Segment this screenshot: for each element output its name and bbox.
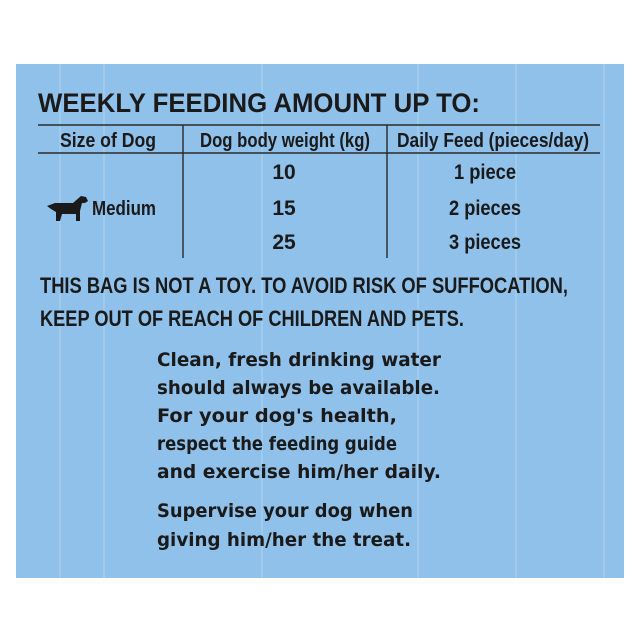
- supervise-line: Supervise your dog when: [157, 500, 413, 522]
- header-cell: Daily Feed (pieces/day): [397, 130, 589, 152]
- weight-cell: 15: [272, 197, 296, 220]
- warning-line: THIS BAG IS NOT A TOY. TO AVOID RISK OF …: [40, 273, 568, 298]
- weight-cell: 25: [272, 231, 296, 254]
- feed-cell: 3 pieces: [449, 231, 521, 254]
- feed-cell: 1 piece: [454, 161, 516, 184]
- panel: [16, 64, 624, 578]
- table-rules: [38, 124, 600, 258]
- header-cell: Dog body weight (kg): [200, 130, 370, 152]
- advice-line: should always be available.: [157, 377, 440, 399]
- wood-grain: [59, 64, 605, 578]
- advice-line: respect the feeding guide: [157, 433, 397, 455]
- warning-line: KEEP OUT OF REACH OF CHILDREN AND PETS.: [40, 306, 464, 331]
- feed-cell: 2 pieces: [449, 197, 521, 220]
- size-cell: Medium: [92, 198, 156, 220]
- weight-cell: 10: [272, 161, 295, 184]
- heading: WEEKLY FEEDING AMOUNT UP TO:: [38, 88, 480, 118]
- header-cell: Size of Dog: [60, 130, 156, 152]
- advice-line: For your dog's health,: [157, 405, 397, 427]
- advice-line: Clean, fresh drinking water: [157, 349, 442, 371]
- advice-line: and exercise him/her daily.: [157, 461, 441, 483]
- dog-icon: [47, 196, 88, 221]
- supervise-line: giving him/her the treat.: [157, 529, 411, 551]
